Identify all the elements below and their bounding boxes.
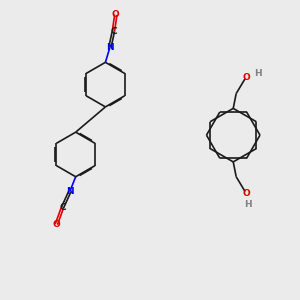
Text: O: O bbox=[112, 10, 120, 19]
Text: O: O bbox=[52, 220, 60, 229]
Text: H: H bbox=[254, 69, 261, 78]
Text: N: N bbox=[66, 187, 74, 196]
Text: O: O bbox=[243, 189, 250, 198]
Text: H: H bbox=[244, 200, 252, 208]
Text: C: C bbox=[59, 203, 66, 212]
Text: C: C bbox=[110, 27, 117, 36]
Text: O: O bbox=[243, 73, 250, 82]
Text: N: N bbox=[106, 43, 114, 52]
